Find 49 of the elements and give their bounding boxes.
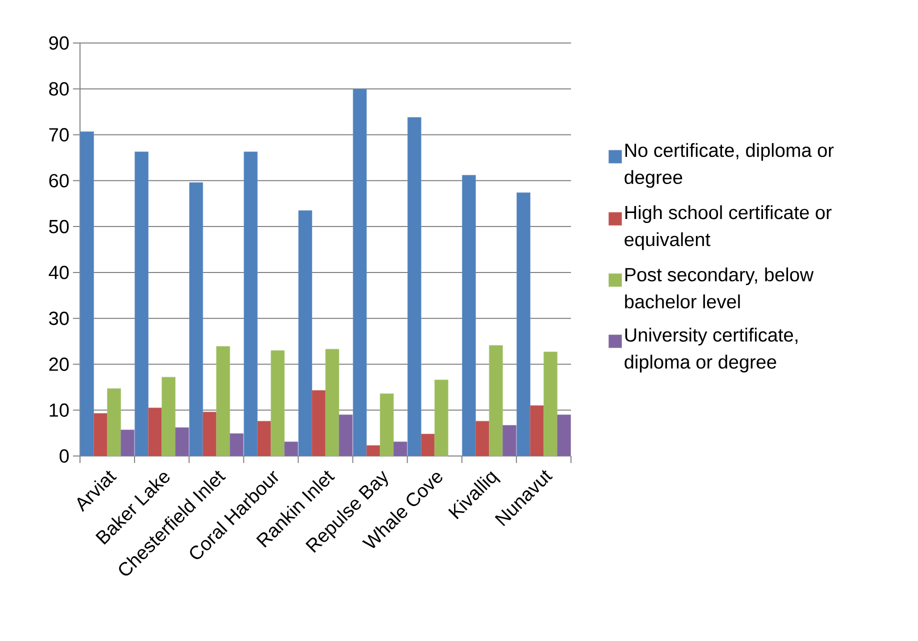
y-tick-label: 20 [49, 357, 69, 371]
bar [380, 393, 394, 456]
bar [489, 345, 503, 456]
bar [94, 413, 108, 456]
legend-label: High school certificate or equivalent [624, 205, 832, 250]
bar [257, 420, 272, 456]
bar [502, 425, 516, 456]
bar [270, 350, 285, 456]
bar [516, 192, 530, 456]
bar [476, 420, 490, 456]
bar [244, 152, 258, 456]
bar [557, 414, 571, 456]
y-tick-label: 40 [48, 266, 69, 280]
bar [298, 210, 312, 456]
bar [134, 152, 148, 456]
bar [366, 445, 380, 456]
bar [420, 434, 435, 456]
bar [230, 433, 244, 456]
legend-label: Post secondary, below bachelor level [625, 267, 814, 308]
bar [120, 430, 134, 456]
bar [162, 376, 176, 456]
bar [434, 380, 448, 456]
y-tick-label: 30 [49, 312, 69, 326]
y-tick-label: 60 [49, 174, 69, 188]
bar [216, 346, 230, 456]
bar [284, 442, 298, 456]
y-tick-label: 70 [49, 128, 69, 142]
bar [189, 182, 204, 456]
legend-label: No certificate, diploma or degree [624, 143, 834, 188]
bar [202, 412, 217, 456]
bar [544, 352, 558, 456]
y-tick-label: 90 [49, 36, 69, 50]
bar [107, 388, 121, 456]
bar [530, 405, 544, 456]
bar [312, 390, 326, 456]
y-tick-label: 80 [49, 82, 69, 96]
bar [352, 88, 367, 456]
y-tick-label: 10 [50, 403, 69, 417]
y-tick-label: 0 [60, 449, 69, 463]
bar [175, 427, 189, 456]
bar [338, 414, 353, 456]
bar [80, 131, 94, 456]
bar [325, 348, 340, 456]
legend-label: University certificate, diploma or degree [624, 328, 798, 372]
bar [148, 408, 162, 456]
y-tick-label: 50 [49, 220, 69, 234]
bar [462, 175, 476, 456]
bar [393, 442, 408, 456]
bar [407, 117, 422, 456]
